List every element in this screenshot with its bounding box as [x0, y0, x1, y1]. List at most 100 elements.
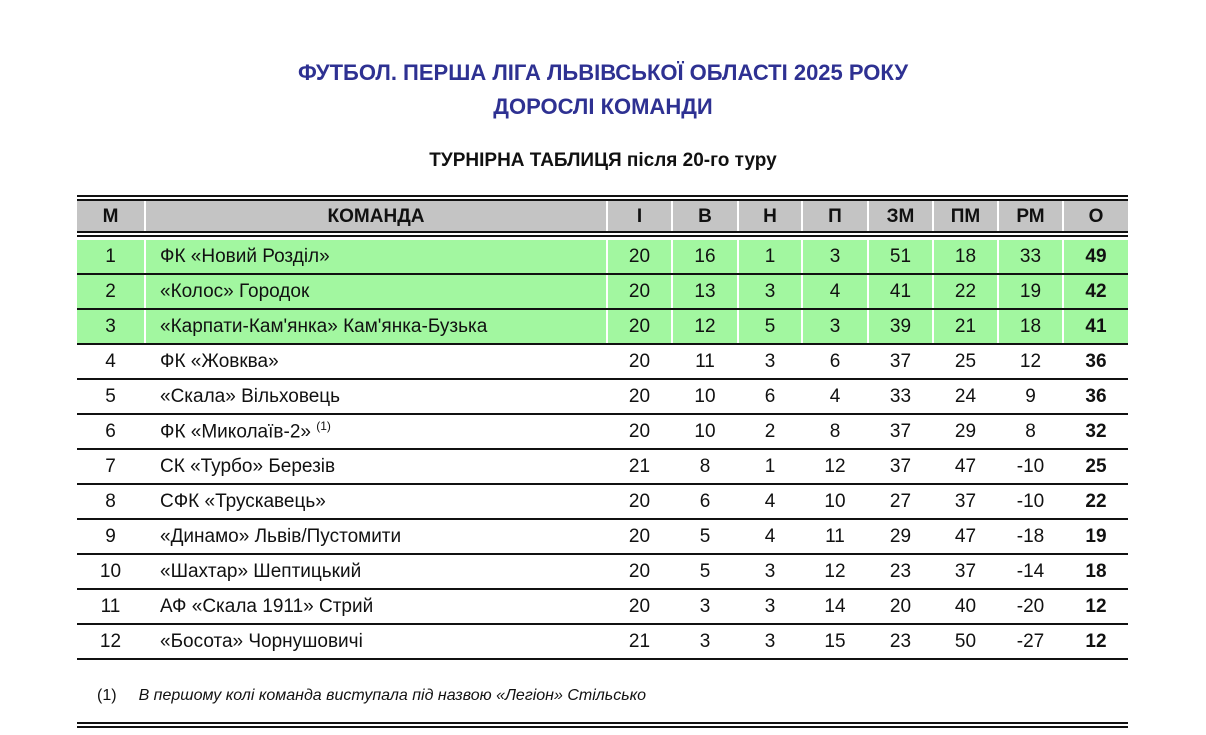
team-name: «Скала» Вільховець [160, 385, 341, 407]
cell-team: «Босота» Чорнушовичі [144, 624, 607, 660]
cell-p: 20 [606, 484, 672, 520]
cell-gd: -10 [997, 449, 1063, 485]
team-name: СК «Турбо» Березів [160, 455, 336, 477]
cell-l: 4 [801, 274, 868, 310]
title-line-2: ДОРОСЛІ КОМАНДИ [493, 94, 713, 119]
cell-team: СК «Турбо» Березів [144, 449, 607, 485]
cell-gd: 9 [997, 379, 1063, 415]
cell-l: 3 [801, 309, 868, 345]
cell-ga: 22 [932, 274, 998, 310]
cell-gd: 33 [997, 240, 1063, 275]
column-header: Н [737, 201, 802, 232]
cell-pos: 1 [77, 240, 145, 275]
table-row: 11 АФ «Скала 1911» Стрий 20 3 3 14 20 40 -20 12 [77, 589, 1128, 625]
team-name: ФК «Новий Розділ» [160, 245, 330, 267]
cell-pts: 49 [1062, 240, 1128, 275]
column-header: ПМ [932, 201, 998, 232]
header-double-rule [77, 231, 1128, 237]
title-line-1: ФУТБОЛ. ПЕРША ЛІГА ЛЬВІВСЬКОЇ ОБЛАСТІ 20… [297, 60, 909, 85]
cell-gf: 27 [867, 484, 933, 520]
cell-pts: 19 [1062, 519, 1128, 555]
cell-ga: 25 [932, 344, 998, 380]
cell-gf: 37 [867, 449, 933, 485]
cell-pos: 7 [77, 449, 145, 485]
column-header: М [77, 201, 145, 232]
cell-d: 6 [737, 379, 802, 415]
cell-ga: 37 [932, 554, 998, 590]
cell-p: 20 [606, 414, 672, 450]
cell-p: 20 [606, 309, 672, 345]
cell-p: 20 [606, 589, 672, 625]
cell-ga: 21 [932, 309, 998, 345]
table-row: 7 СК «Турбо» Березів 21 8 1 12 37 47 -10 25 [77, 449, 1128, 485]
cell-w: 8 [671, 449, 738, 485]
cell-gf: 33 [867, 379, 933, 415]
cell-p: 20 [606, 519, 672, 555]
top-double-rule [77, 195, 1128, 201]
cell-gd: 12 [997, 344, 1063, 380]
cell-d: 3 [737, 624, 802, 660]
cell-team: «Колос» Городок [144, 274, 607, 310]
cell-d: 3 [737, 589, 802, 625]
cell-pts: 41 [1062, 309, 1128, 345]
cell-team: «Динамо» Львів/Пустомити [144, 519, 607, 555]
cell-l: 11 [801, 519, 868, 555]
cell-pos: 11 [77, 589, 145, 625]
cell-ga: 47 [932, 519, 998, 555]
cell-gf: 23 [867, 624, 933, 660]
cell-pos: 2 [77, 274, 145, 310]
cell-gd: -14 [997, 554, 1063, 590]
cell-pos: 6 [77, 414, 145, 450]
cell-w: 11 [671, 344, 738, 380]
bottom-double-rule [77, 722, 1128, 728]
cell-w: 5 [671, 519, 738, 555]
cell-pos: 4 [77, 344, 145, 380]
cell-l: 6 [801, 344, 868, 380]
cell-w: 10 [671, 379, 738, 415]
cell-pts: 12 [1062, 589, 1128, 625]
cell-d: 4 [737, 519, 802, 555]
team-name: «Колос» Городок [160, 280, 310, 302]
cell-p: 20 [606, 344, 672, 380]
cell-team: ФК «Миколаїв-2» (1) [144, 414, 607, 450]
cell-w: 3 [671, 624, 738, 660]
table-row: 2 «Колос» Городок 20 13 3 4 41 22 19 42 [77, 274, 1128, 310]
cell-w: 12 [671, 309, 738, 345]
cell-team: ФК «Новий Розділ» [144, 240, 607, 275]
table-row: 9 «Динамо» Львів/Пустомити 20 5 4 11 29 47 -18 19 [77, 519, 1128, 555]
cell-pos: 12 [77, 624, 145, 660]
cell-p: 20 [606, 554, 672, 590]
team-name: СФК «Трускавець» [160, 490, 326, 512]
cell-l: 10 [801, 484, 868, 520]
cell-d: 3 [737, 554, 802, 590]
cell-w: 3 [671, 589, 738, 625]
column-header: І [606, 201, 672, 232]
table-row: 5 «Скала» Вільховець 20 10 6 4 33 24 9 36 [77, 379, 1128, 415]
cell-gd: -18 [997, 519, 1063, 555]
table-row: 8 СФК «Трускавець» 20 6 4 10 27 37 -10 22 [77, 484, 1128, 520]
cell-ga: 29 [932, 414, 998, 450]
cell-team: ФК «Жовква» [144, 344, 607, 380]
cell-gf: 23 [867, 554, 933, 590]
cell-team: «Скала» Вільховець [144, 379, 607, 415]
table-row: 12 «Босота» Чорнушовичі 21 3 3 15 23 50 -27 12 [77, 624, 1128, 660]
cell-pos: 9 [77, 519, 145, 555]
footnote: (1) В першому колі команда виступала під … [97, 687, 646, 705]
cell-gf: 39 [867, 309, 933, 345]
team-name: «Динамо» Львів/Пустомити [160, 525, 402, 547]
cell-p: 21 [606, 449, 672, 485]
footnote-text: В першому колі команда виступала під наз… [138, 687, 647, 704]
cell-pos: 8 [77, 484, 145, 520]
cell-l: 4 [801, 379, 868, 415]
column-header: КОМАНДА [144, 201, 607, 232]
cell-w: 10 [671, 414, 738, 450]
footnote-mark: (1) [97, 687, 117, 704]
footnote-ref: (1) [316, 419, 331, 434]
cell-pts: 36 [1062, 344, 1128, 380]
cell-gf: 37 [867, 344, 933, 380]
cell-p: 20 [606, 274, 672, 310]
cell-l: 12 [801, 449, 868, 485]
column-header: П [801, 201, 868, 232]
column-header: В [671, 201, 738, 232]
cell-d: 5 [737, 309, 802, 345]
